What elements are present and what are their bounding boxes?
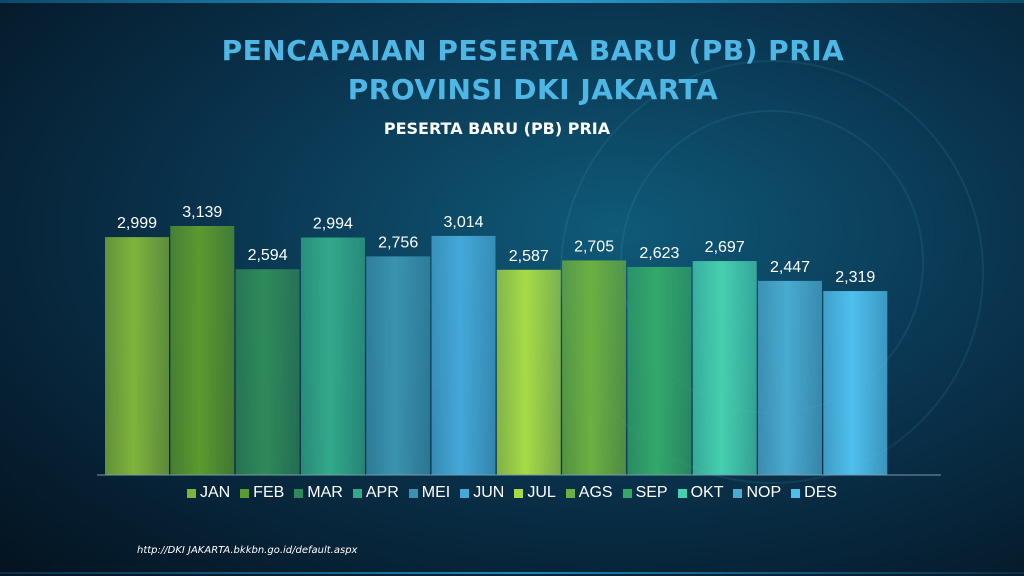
- background-swirl: [560, 60, 984, 484]
- legend-swatch: [565, 488, 575, 498]
- legend-item-apr: APR: [352, 484, 399, 502]
- legend-item-mei: MEI: [408, 484, 451, 502]
- bar-mar: [235, 269, 300, 475]
- bar-feb: [170, 226, 235, 475]
- data-label-mei: 2,756: [378, 234, 418, 251]
- legend-item-ags: AGS: [565, 484, 613, 502]
- legend-swatch: [408, 488, 418, 498]
- legend-item-jun: JUN: [460, 484, 504, 502]
- legend-label: JUN: [473, 484, 505, 501]
- legend-swatch: [733, 488, 743, 498]
- legend-label: OKT: [690, 484, 724, 501]
- data-label-mar: 2,594: [248, 247, 288, 264]
- legend-swatch: [352, 488, 362, 498]
- legend-label: JAN: [199, 484, 231, 501]
- bar-sep: [627, 266, 692, 475]
- legend-item-des: DES: [791, 484, 837, 502]
- legend-item-mar: MAR: [294, 484, 343, 502]
- legend-label: AGS: [578, 484, 613, 501]
- bars-group: 2,999 3,139 2,594 2,994 2,756 3,014 2,587 2,705…: [105, 204, 888, 475]
- data-label-des: 2,319: [835, 269, 875, 286]
- data-label-jun: 3,014: [443, 214, 483, 231]
- legend-swatch: [514, 488, 524, 498]
- chart-legend: JAN FEB MAR APR MEI JUN JUL AGS SEP OKT NOP DES: [0, 484, 1024, 502]
- data-label-okt: 2,697: [705, 239, 745, 256]
- title-line-1: PENCAPAIAN PESERTA BARU (PB) PRIA: [221, 34, 845, 67]
- data-label-ags: 2,705: [574, 238, 614, 255]
- legend-label: MAR: [307, 484, 343, 501]
- data-label-feb: 3,139: [182, 204, 222, 221]
- legend-label: DES: [804, 484, 838, 501]
- title-line-2: PROVINSI DKI JAKARTA: [347, 73, 719, 106]
- legend-label: APR: [365, 484, 399, 501]
- data-label-nop: 2,447: [770, 259, 810, 276]
- bar-jul: [496, 269, 561, 475]
- legend-label: NOP: [746, 484, 782, 501]
- bar-des: [823, 291, 888, 475]
- legend-swatch: [460, 488, 470, 498]
- data-label-jan: 2,999: [117, 215, 157, 232]
- legend-item-jan: JAN: [186, 484, 231, 502]
- data-label-sep: 2,623: [639, 245, 679, 262]
- bar-mei: [366, 256, 431, 475]
- legend-swatch: [294, 488, 304, 498]
- bar-nop: [758, 280, 822, 475]
- legend-item-nop: NOP: [733, 484, 781, 502]
- legend-swatch: [791, 488, 801, 498]
- legend-swatch: [240, 488, 250, 498]
- legend-label: FEB: [253, 484, 285, 501]
- bar-apr: [300, 237, 365, 475]
- legend-label: JUL: [527, 484, 556, 501]
- legend-item-sep: SEP: [622, 484, 668, 502]
- data-label-jul: 2,587: [509, 248, 549, 265]
- legend-swatch: [186, 488, 196, 498]
- legend-label: SEP: [635, 484, 668, 501]
- legend-label: MEI: [421, 484, 451, 501]
- bar-ags: [562, 260, 627, 475]
- legend-item-okt: OKT: [677, 484, 724, 502]
- data-label-apr: 2,994: [313, 216, 353, 233]
- legend-swatch: [677, 488, 687, 498]
- bar-okt: [692, 261, 757, 475]
- bar-jun: [431, 235, 496, 475]
- bottom-border-line: [0, 572, 1024, 574]
- legend-swatch: [622, 488, 632, 498]
- bar-jan: [105, 237, 169, 475]
- legend-item-feb: FEB: [240, 484, 284, 502]
- chart-title: PESERTA BARU (PB) PRIA: [383, 119, 611, 138]
- source-url: http://DKI JAKARTA.bkkbn.go.id/default.a…: [137, 545, 358, 556]
- legend-item-jul: JUL: [514, 484, 556, 502]
- top-border-line: [0, 0, 1024, 3]
